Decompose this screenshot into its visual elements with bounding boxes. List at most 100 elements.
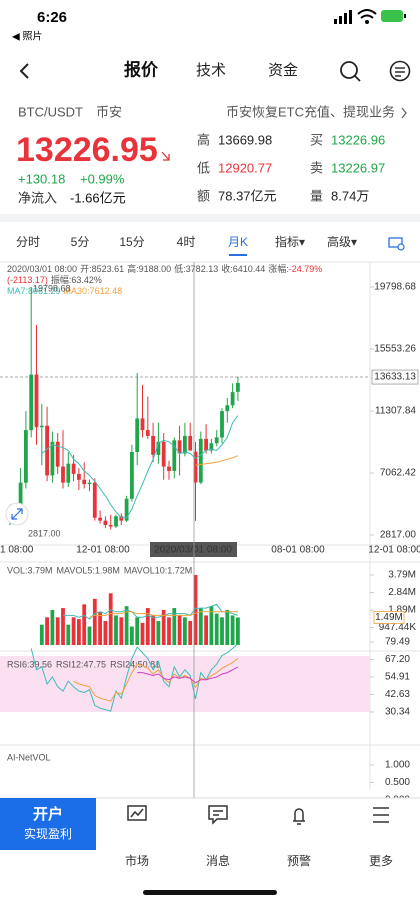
stat-value: 13226.96 — [331, 132, 385, 147]
volume-bar — [198, 608, 203, 645]
info-date: 2020/03/01 08:00 — [7, 264, 77, 274]
period-tab[interactable]: 指标▾ — [275, 234, 305, 249]
volume-bar — [119, 617, 124, 645]
candle-body — [71, 463, 76, 474]
nav-label[interactable]: 预警 — [287, 853, 311, 868]
candle-body — [114, 516, 118, 527]
volume-bar — [71, 617, 76, 645]
candle-body — [167, 466, 171, 471]
volume-bar — [103, 620, 108, 645]
y-tick-label: 42.63 — [385, 689, 410, 700]
candle-body — [55, 441, 60, 467]
cta-button[interactable] — [0, 798, 96, 850]
ma30-label: MA30:7612.48 — [64, 286, 123, 296]
zoom-button[interactable] — [5, 502, 29, 526]
menu-icon[interactable] — [389, 60, 411, 82]
settings-icon[interactable] — [388, 237, 405, 251]
volume-bar — [209, 606, 214, 645]
x-tick-label: 12-01 08:00 — [368, 545, 420, 556]
tab[interactable]: 技术 — [196, 62, 226, 79]
candle-body — [34, 374, 39, 428]
candle-body — [214, 437, 219, 444]
candle-body — [45, 425, 49, 476]
volume-bar — [66, 624, 71, 645]
y-tick-label: 1.000 — [385, 760, 410, 771]
candle-body — [18, 482, 23, 508]
x-tick-label: 2020/03/01 08:00 — [154, 545, 232, 556]
candle-body — [230, 392, 235, 406]
candle-body — [39, 425, 44, 428]
period-underline — [229, 254, 247, 256]
y-tick-label: 2.84M — [388, 587, 416, 598]
candle-body — [198, 438, 203, 483]
period-tab[interactable]: 高级▾ — [327, 234, 357, 249]
stat-label: 低 — [197, 160, 210, 175]
current-price-box — [371, 369, 419, 385]
tab[interactable]: 资金 — [268, 62, 298, 79]
notice[interactable]: 币安恢复ETC充值、提现业务 — [226, 104, 395, 119]
info-change: -24.79% — [289, 264, 323, 274]
vol-legend: MAVOL5:1.98M — [57, 565, 120, 575]
period-tab[interactable]: 15分 — [119, 235, 144, 249]
volume-bar — [55, 617, 60, 645]
cta-title: 开户 — [33, 805, 63, 823]
candle-body — [220, 411, 224, 438]
min-label: 2817.00 — [28, 528, 61, 538]
y-tick-label: 947.44K — [379, 622, 417, 633]
volume-bar — [77, 619, 81, 645]
candle-body — [82, 479, 87, 485]
candle-body — [161, 441, 166, 467]
candle-body — [130, 452, 134, 499]
period-tab[interactable]: 分时 — [16, 235, 40, 249]
period-tab[interactable]: 5分 — [71, 235, 90, 249]
volume-bar — [161, 609, 166, 645]
stat-value: 8.74万 — [331, 188, 369, 203]
back-app[interactable]: ◀ 照片 — [12, 30, 42, 43]
volume-bar — [188, 620, 193, 645]
candle-body — [24, 430, 28, 483]
volume-bar — [82, 604, 87, 645]
search-icon[interactable] — [340, 61, 361, 82]
change: +130.18 — [18, 171, 65, 186]
period-tab[interactable]: 4时 — [177, 235, 196, 249]
stat-value: 12920.77 — [218, 160, 272, 175]
volume-bar — [167, 617, 171, 645]
candle-body — [98, 517, 102, 521]
vol-legend: VOL:3.79M — [7, 565, 53, 575]
volume-bar — [61, 608, 65, 645]
rsi12-line — [73, 658, 239, 702]
stat-label: 高 — [197, 132, 210, 147]
crosshair-date-box — [150, 542, 237, 557]
volume-bar — [225, 609, 230, 645]
volume-bar — [156, 620, 161, 645]
status-time: 6:26 — [37, 9, 67, 26]
candle-body — [124, 498, 129, 521]
nav-icon — [208, 805, 228, 825]
nav-label[interactable]: 市场 — [125, 853, 149, 868]
inflow-label: 净流入 — [18, 190, 57, 205]
candle-body — [151, 435, 155, 455]
x-tick-label: 12-01 08:00 — [76, 545, 130, 556]
nav-icon — [373, 807, 389, 823]
stat-value: 78.37亿元 — [218, 188, 277, 203]
back-button[interactable] — [19, 63, 29, 79]
y-tick-label: 79.49 — [385, 637, 410, 648]
current-price: 13633.13 — [374, 372, 416, 383]
exchange: 币安 — [96, 104, 122, 119]
candle-body — [172, 440, 177, 471]
nav-label[interactable]: 消息 — [206, 853, 230, 868]
volume-bar — [50, 609, 55, 645]
period-tab[interactable]: 月K — [228, 235, 248, 249]
icon — [397, 243, 405, 251]
ma-legend: MA7:8061.29 MA30:7612.48 — [7, 286, 122, 296]
change-pct: +0.99% — [80, 171, 125, 186]
tab[interactable]: 报价 — [124, 59, 159, 79]
nav-label[interactable]: 更多 — [369, 854, 393, 868]
info-amplitude: 振幅:63.42% — [51, 274, 102, 285]
ma7-label: MA7:8061.29 — [7, 286, 61, 296]
chart-info: (-2113.17) 振幅:63.42% — [7, 274, 102, 285]
stat-label: 卖 — [310, 160, 323, 175]
volume-bar — [130, 626, 134, 645]
candle-body — [188, 435, 193, 451]
